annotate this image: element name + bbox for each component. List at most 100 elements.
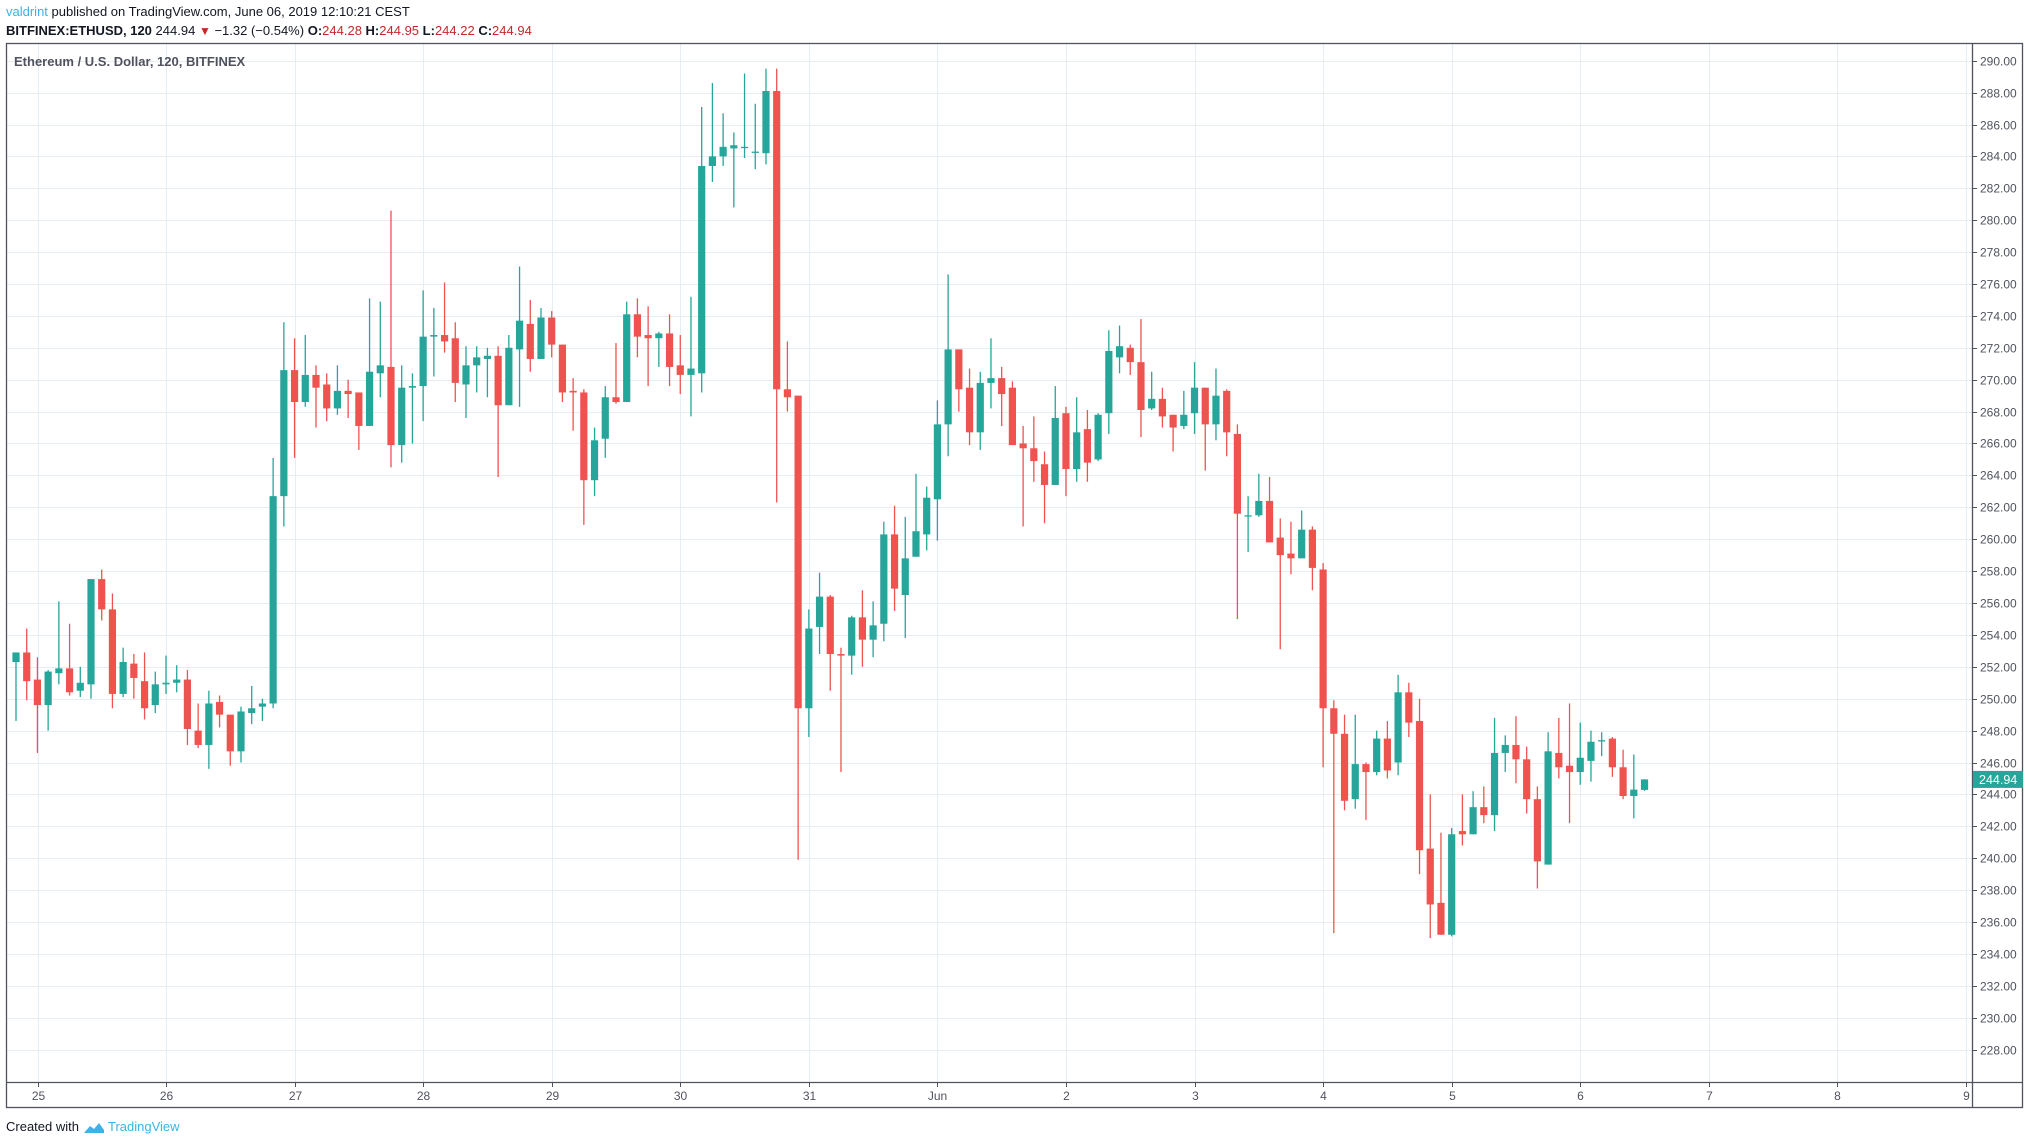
symbol-name: BITFINEX:ETHUSD, 120 xyxy=(6,23,152,38)
time-tick-label: 2 xyxy=(1063,1089,1070,1103)
candle xyxy=(1030,416,1038,482)
candle xyxy=(1544,732,1552,865)
candle xyxy=(1094,413,1102,462)
candle xyxy=(912,473,920,557)
high-label: H: xyxy=(365,23,380,38)
last-price: 244.94 xyxy=(155,23,196,38)
candle xyxy=(601,386,609,458)
price-tick-label: 282.00 xyxy=(1980,182,2017,196)
candle xyxy=(826,595,834,691)
candle xyxy=(1019,425,1027,527)
price-tick-label: 252.00 xyxy=(1980,661,2017,675)
price-tick-label: 268.00 xyxy=(1980,406,2017,420)
candle xyxy=(1308,526,1316,591)
candle xyxy=(644,306,652,387)
candle xyxy=(1351,714,1359,809)
candle xyxy=(1565,703,1574,824)
candle xyxy=(858,590,867,667)
candle xyxy=(1362,762,1370,820)
candle xyxy=(794,395,802,860)
candle xyxy=(955,349,963,412)
candle xyxy=(783,341,792,412)
candle xyxy=(901,516,909,639)
candle xyxy=(119,647,127,698)
candle xyxy=(1073,397,1081,482)
candle xyxy=(1040,451,1049,524)
candle xyxy=(248,685,256,725)
candle xyxy=(719,113,727,166)
candle xyxy=(301,335,309,407)
open-label: O: xyxy=(307,23,323,38)
candle xyxy=(1490,717,1499,832)
time-tick-label: 7 xyxy=(1706,1089,1713,1103)
candle xyxy=(108,593,117,709)
candle xyxy=(1415,698,1424,875)
candle xyxy=(1180,390,1188,430)
candle xyxy=(162,655,170,694)
author-link[interactable]: valdrint xyxy=(6,4,48,19)
candle xyxy=(140,652,149,720)
time-tick-label: 9 xyxy=(1963,1089,1970,1103)
price-tick-label: 254.00 xyxy=(1980,629,2017,643)
candle xyxy=(1083,410,1091,482)
candle xyxy=(1630,754,1638,819)
time-tick-label: 26 xyxy=(160,1089,174,1103)
candle xyxy=(1608,736,1616,777)
price-change: −1.32 (−0.54%) xyxy=(214,23,305,38)
candle xyxy=(183,669,192,745)
candle xyxy=(515,266,524,407)
footer: Created with TradingView xyxy=(6,1118,180,1136)
price-tick-label: 270.00 xyxy=(1980,374,2017,388)
down-triangle-icon: ▼ xyxy=(198,24,211,38)
price-tick-label: 258.00 xyxy=(1980,565,2017,579)
candle xyxy=(1501,735,1509,773)
candle xyxy=(1233,424,1241,619)
candle xyxy=(1319,563,1327,768)
candle xyxy=(1169,414,1177,452)
candle xyxy=(1008,381,1017,446)
candle xyxy=(1212,368,1220,441)
candle xyxy=(773,68,781,503)
candle xyxy=(505,335,513,406)
time-tick-label: 29 xyxy=(546,1089,560,1103)
candle xyxy=(323,373,331,422)
candle xyxy=(590,427,599,497)
symbol-legend: BITFINEX:ETHUSD, 120 244.94 ▼ −1.32 (−0.… xyxy=(6,22,532,40)
candle xyxy=(355,392,363,450)
candle xyxy=(665,314,674,387)
candle xyxy=(815,572,824,655)
candle xyxy=(1287,521,1295,575)
candle xyxy=(569,378,577,431)
time-tick-label: 8 xyxy=(1834,1089,1841,1103)
candle xyxy=(537,307,545,359)
candle xyxy=(1340,714,1349,811)
time-tick-label: 31 xyxy=(803,1089,817,1103)
price-tick-label: 238.00 xyxy=(1980,884,2017,898)
time-axis[interactable]: 25 26 27 28 29 30 31 Jun 2 3 4 5 6 7 8 9 xyxy=(32,1082,1970,1103)
tradingview-link[interactable]: TradingView xyxy=(107,1119,180,1134)
candle xyxy=(1126,344,1134,375)
candle xyxy=(698,106,706,393)
candle xyxy=(1587,730,1595,782)
candle xyxy=(1383,721,1391,779)
candle xyxy=(215,695,224,728)
candle xyxy=(880,521,888,642)
price-tick-label: 284.00 xyxy=(1980,150,2017,164)
price-tick-label: 248.00 xyxy=(1980,725,2017,739)
candle xyxy=(1458,794,1466,846)
candle xyxy=(869,601,877,658)
price-tick-label: 256.00 xyxy=(1980,597,2017,611)
candle xyxy=(923,486,931,551)
candle xyxy=(1062,406,1070,497)
candle xyxy=(751,103,759,170)
time-tick-label: 25 xyxy=(32,1089,46,1103)
candle xyxy=(1523,746,1531,814)
price-tick-label: 234.00 xyxy=(1980,948,2017,962)
candle xyxy=(387,210,395,468)
candle xyxy=(1533,786,1541,889)
price-axis[interactable]: 290.00 288.00 286.00 284.00 282.00 280.00 278.… xyxy=(1972,55,2017,1058)
candle xyxy=(55,601,63,685)
tradingview-logo-icon xyxy=(83,1123,104,1133)
price-tick-label: 288.00 xyxy=(1980,87,2017,101)
